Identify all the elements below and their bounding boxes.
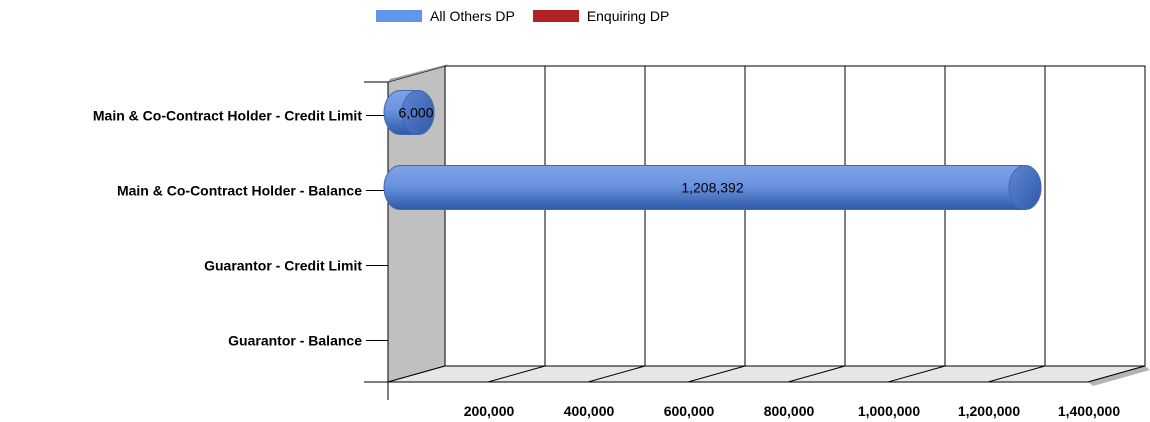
y-tick-label: Guarantor - Balance [228, 333, 362, 349]
x-tick-label: 1,400,000 [1058, 403, 1120, 419]
floor-gridline-200000 [487, 365, 546, 383]
data-label: 1,208,392 [681, 180, 743, 196]
axes [364, 81, 389, 400]
floor-gridline-600000 [687, 365, 746, 383]
bars [383, 90, 1042, 210]
bar-cap [401, 90, 435, 135]
legend-item-all-others: All Others DP [376, 8, 515, 24]
left-wall-top-shade [388, 64, 449, 82]
back-wall [444, 65, 1146, 367]
floor-gridline-1000000 [887, 365, 946, 383]
floor [387, 365, 1146, 383]
chart-walls [387, 64, 1150, 386]
floor-gridline-1200000 [987, 365, 1046, 383]
x-tick-label: 1,200,000 [958, 403, 1020, 419]
legend-label-all-others: All Others DP [430, 8, 515, 24]
floor-gridline-800000 [787, 365, 846, 383]
x-tick-label: 1,000,000 [858, 403, 920, 419]
bar-cap [1008, 165, 1042, 210]
legend-swatch-enquiring [532, 10, 579, 22]
y-tick-label: Main & Co-Contract Holder - Balance [117, 183, 362, 199]
floor-gridline-1400000 [1087, 365, 1146, 383]
legend-swatch-all-others [376, 10, 422, 22]
x-tick-label: 400,000 [564, 403, 615, 419]
x-tick-label: 600,000 [664, 403, 715, 419]
labels: 200,000 400,000 600,000 800,000 1,000,000 1,2… [93, 105, 1120, 420]
floor-gridline-400000 [587, 365, 646, 383]
data-label: 6,000 [398, 105, 433, 121]
x-tick-label: 200,000 [464, 403, 515, 419]
x-tick-label: 800,000 [764, 403, 815, 419]
y-tick-label: Guarantor - Credit Limit [204, 258, 362, 274]
y-tick-label: Main & Co-Contract Holder - Credit Limit [93, 108, 362, 124]
floor-edge-shade [1088, 366, 1150, 386]
chart-legend: All Others DP Enquiring DP [376, 8, 669, 24]
gridlines [487, 66, 1146, 383]
legend-label-enquiring: Enquiring DP [586, 8, 670, 24]
legend-item-enquiring: Enquiring DP [532, 8, 670, 24]
